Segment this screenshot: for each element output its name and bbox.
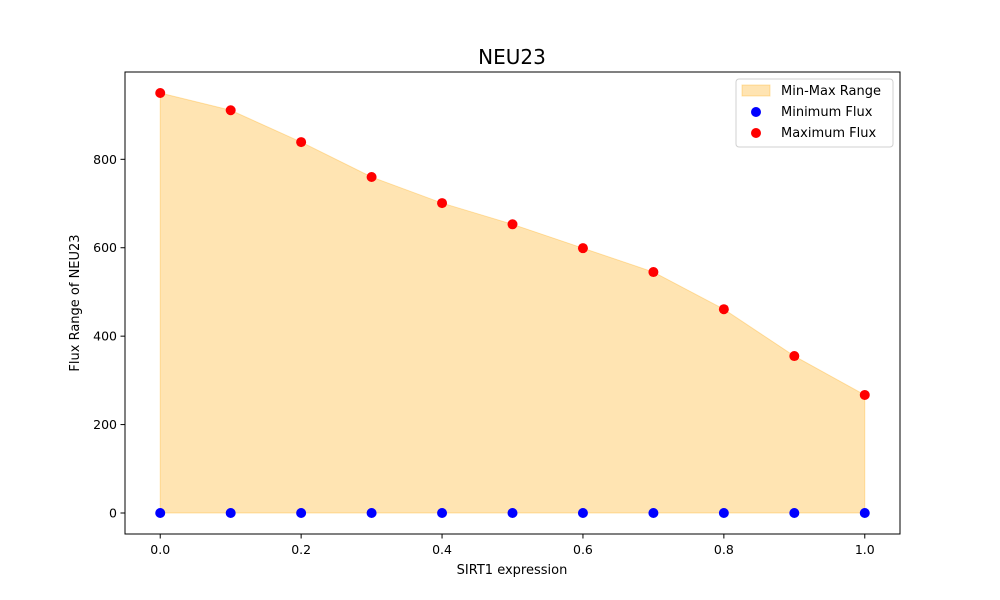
y-axis: 0 200 400 600 800	[93, 152, 125, 521]
y-axis-label: Flux Range of NEU23	[68, 234, 83, 371]
x-tick-label: 0.2	[291, 542, 311, 557]
maximum-flux-point	[507, 219, 518, 230]
x-tick-label: 1.0	[855, 542, 875, 557]
y-tick-label: 600	[93, 240, 117, 255]
maximum-flux-points	[155, 88, 870, 400]
maximum-flux-point	[366, 172, 377, 182]
legend-label-minimum-flux: Minimum Flux	[781, 105, 873, 120]
x-axis-label: SIRT1 expression	[457, 563, 568, 578]
x-tick-label: 0.4	[432, 542, 452, 557]
legend-box	[735, 78, 894, 148]
minimum-flux-point	[718, 508, 729, 518]
legend-label-min-max-range: Min-Max Range	[781, 84, 881, 99]
y-tick-label: 200	[93, 417, 117, 432]
minimum-flux-point	[859, 508, 870, 518]
minimum-flux-point	[296, 508, 307, 518]
legend-swatch-min-max-range	[741, 84, 771, 97]
minimum-flux-points	[155, 508, 870, 518]
maximum-flux-point	[577, 243, 588, 254]
minimum-flux-point	[225, 508, 236, 518]
minimum-flux-point	[507, 508, 518, 518]
minimum-flux-point	[366, 508, 377, 518]
plot-frame	[124, 71, 901, 535]
maximum-flux-point	[718, 304, 729, 315]
x-tick-label: 0.0	[150, 542, 170, 557]
maximum-flux-point	[789, 351, 800, 362]
maximum-flux-point	[437, 198, 448, 209]
chart-title: NEU23	[478, 45, 546, 69]
minimum-flux-point	[789, 508, 800, 518]
legend-marker-maximum-flux	[751, 128, 761, 138]
minimum-flux-point	[577, 508, 588, 518]
y-tick-label: 400	[93, 329, 117, 344]
x-tick-label: 0.8	[714, 542, 734, 557]
x-axis: 0.0 0.2 0.4 0.6 0.8 1.0	[150, 534, 875, 557]
minimum-flux-point	[437, 508, 448, 518]
maximum-flux-point	[225, 105, 236, 116]
legend-marker-minimum-flux	[751, 107, 761, 117]
maximum-flux-point	[648, 267, 659, 278]
minimum-flux-point	[155, 508, 166, 518]
minimum-flux-point	[648, 508, 659, 518]
maximum-flux-point	[155, 88, 166, 98]
maximum-flux-point	[859, 389, 870, 400]
legend-label-maximum-flux: Maximum Flux	[781, 126, 877, 141]
y-tick-label: 800	[93, 152, 117, 167]
x-tick-label: 0.6	[573, 542, 593, 557]
maximum-flux-point	[296, 137, 307, 148]
legend: Min-Max Range Minimum Flux Maximum Flux	[735, 78, 894, 148]
y-tick-label: 0	[109, 506, 117, 521]
